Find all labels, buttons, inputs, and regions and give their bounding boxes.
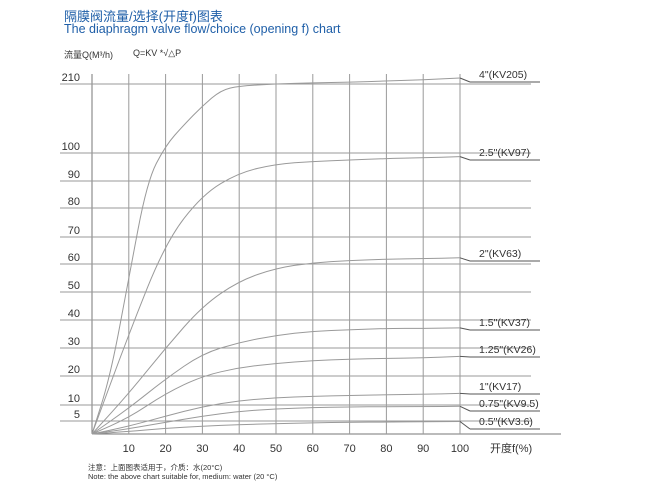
x-axis-label: 开度f(%)	[490, 441, 532, 455]
series-leader-line	[459, 77, 471, 83]
series-label: 2"(KV63)	[479, 248, 521, 260]
series-leader-line	[459, 421, 471, 430]
x-tick-label: 100	[451, 443, 469, 455]
y-tick-label: 60	[68, 252, 80, 264]
series-curve	[91, 77, 461, 435]
flow-formula: Q=KV *√△P	[133, 48, 182, 58]
y-tick-label: 80	[68, 196, 80, 208]
footer-note-en: Note: the above chart suitable for, medi…	[88, 472, 278, 481]
x-tick-label: 30	[196, 443, 208, 455]
series-leader-line	[459, 355, 471, 358]
series-label: 2.5"(KV97)	[479, 147, 530, 159]
x-tick-label: 10	[123, 443, 135, 455]
y-tick-label: 30	[68, 336, 80, 348]
y-tick-label: 5	[74, 409, 80, 421]
series-curve	[91, 327, 461, 435]
y-tick-label: 90	[68, 169, 80, 181]
y-tick-label: 210	[62, 72, 80, 84]
chart-grid	[60, 74, 561, 435]
x-tick-label: 70	[343, 443, 355, 455]
x-tick-label: 80	[380, 443, 392, 455]
series-curve	[91, 392, 461, 435]
footer-note-cn: 注意：上面图表适用于，介质：水(20°C)	[88, 463, 223, 472]
y-axis-label: 流量Q(M³/h)	[64, 50, 113, 60]
series-curve	[91, 421, 461, 435]
chart-labels: 4"(KV205) 2.5"(KV97) 2"(KV63) 1.5"(KV37) 1.2…	[479, 69, 539, 428]
series-label: 0.75"(KV9.5)	[479, 398, 539, 410]
series-curve	[91, 257, 461, 435]
series-leader-line	[459, 257, 471, 262]
series-leader-line	[459, 327, 471, 331]
chart-title-en: The diaphragm valve flow/choice (opening…	[64, 22, 341, 36]
series-label: 4"(KV205)	[479, 69, 527, 81]
series-curve	[91, 405, 461, 435]
series-label: 1.25"(KV26)	[479, 344, 536, 356]
series-label: 1.5"(KV37)	[479, 317, 530, 329]
y-tick-label: 100	[62, 141, 80, 153]
x-tick-label: 20	[159, 443, 171, 455]
series-curve	[91, 156, 461, 435]
series-leader-line	[459, 392, 471, 395]
x-tick-label: 90	[417, 443, 429, 455]
y-tick-label: 40	[68, 308, 80, 320]
x-tick-label: 50	[270, 443, 282, 455]
chart-curves	[91, 77, 461, 435]
series-leader-line	[459, 156, 471, 161]
chart-title-cn: 隔膜阀流量/选择(开度f)图表	[64, 9, 223, 24]
x-tick-label: 40	[233, 443, 245, 455]
series-curve	[91, 355, 461, 435]
series-label: 0.5"(KV3.6)	[479, 416, 533, 428]
y-tick-label: 10	[68, 393, 80, 405]
y-tick-label: 70	[68, 225, 80, 237]
y-tick-label: 50	[68, 280, 80, 292]
chart-leader-lines	[459, 77, 540, 430]
series-label: 1"(KV17)	[479, 381, 521, 393]
series-leader-line	[459, 405, 471, 412]
x-tick-label: 60	[307, 443, 319, 455]
y-tick-label: 20	[68, 364, 80, 376]
chart-ticks: 10 20 30 40 50 60 70 80 90 100 开度f(%) 5 10 20 30 40 50 60…	[62, 72, 533, 455]
